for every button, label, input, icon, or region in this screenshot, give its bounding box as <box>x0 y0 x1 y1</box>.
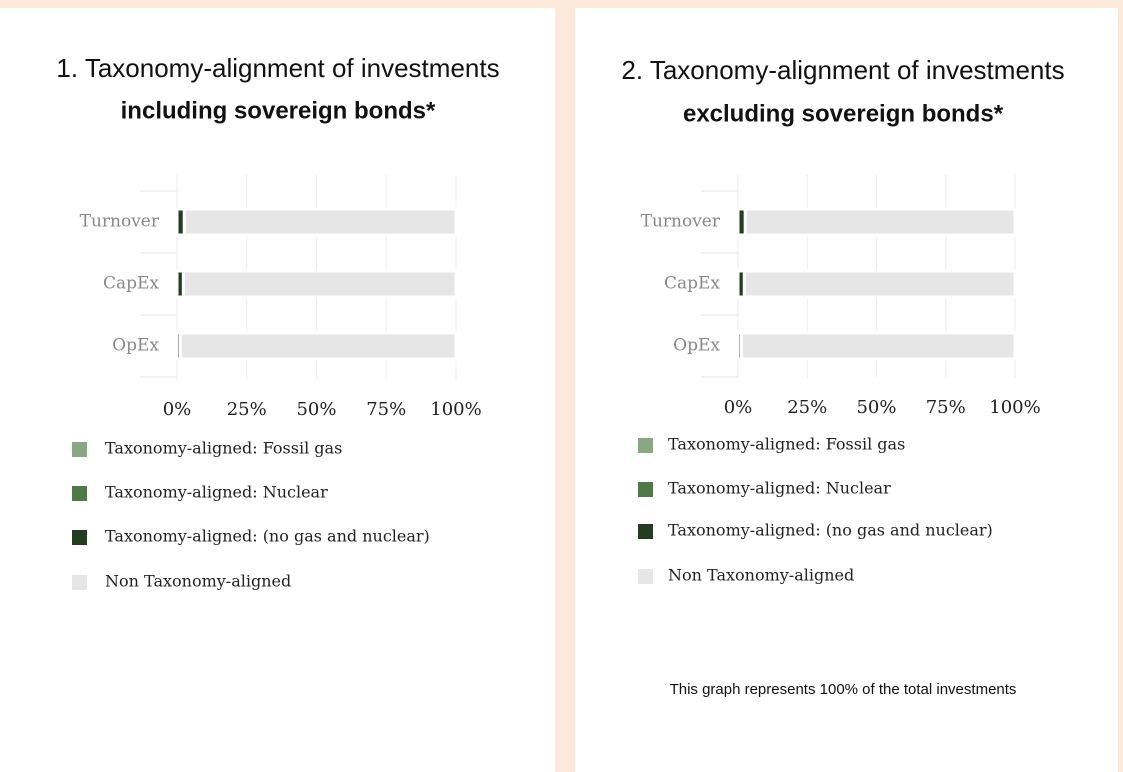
bar-segment <box>743 207 1017 237</box>
y-tick-label: CapEx <box>664 274 720 294</box>
chart-title: 1. Taxonomy-alignment of investments <box>56 53 499 83</box>
legend-label: Taxonomy-aligned: Nuclear <box>105 483 328 502</box>
legend-label: Non Taxonomy-aligned <box>105 572 291 591</box>
legend-label: Taxonomy-aligned: (no gas and nuclear) <box>668 521 993 540</box>
y-tick-label: Turnover <box>80 212 160 232</box>
legend-swatch <box>72 530 87 545</box>
bar-segment <box>181 269 458 299</box>
x-tick-label: 0% <box>724 397 753 418</box>
chart-subtitle: excluding sovereign bonds* <box>683 100 1004 127</box>
x-tick-label: 50% <box>856 397 896 418</box>
legend-label: Taxonomy-aligned: Fossil gas <box>105 439 342 458</box>
panel <box>575 8 1118 772</box>
legend-swatch <box>72 486 87 501</box>
legend-swatch <box>638 438 653 453</box>
bar-segment <box>178 331 458 361</box>
legend-label: Taxonomy-aligned: Nuclear <box>668 479 891 498</box>
footnote: This graph represents 100% of the total … <box>670 681 1017 698</box>
legend-swatch <box>638 482 653 497</box>
bar-segment <box>742 269 1017 299</box>
x-tick-label: 75% <box>926 397 966 418</box>
legend-swatch <box>72 575 87 590</box>
x-tick-label: 25% <box>227 399 267 420</box>
x-tick-label: 100% <box>430 399 481 420</box>
chart-title: 2. Taxonomy-alignment of investments <box>621 55 1064 85</box>
legend-label: Taxonomy-aligned: Fossil gas <box>668 435 905 454</box>
legend-swatch <box>72 442 87 457</box>
y-tick-label: OpEx <box>673 336 720 356</box>
x-tick-label: 0% <box>163 399 192 420</box>
legend-swatch <box>638 524 653 539</box>
x-tick-label: 25% <box>787 397 827 418</box>
x-tick-label: 75% <box>366 399 406 420</box>
x-tick-label: 100% <box>989 397 1040 418</box>
legend-swatch <box>638 569 653 584</box>
panel <box>0 8 555 772</box>
chart-subtitle: including sovereign bonds* <box>121 97 436 124</box>
y-tick-label: Turnover <box>641 212 721 232</box>
y-tick-label: OpEx <box>112 336 159 356</box>
bar-segment <box>739 331 1017 361</box>
legend-label: Non Taxonomy-aligned <box>668 566 854 585</box>
x-tick-label: 50% <box>296 399 336 420</box>
bar-segment <box>182 207 458 237</box>
y-tick-label: CapEx <box>103 274 159 294</box>
legend-label: Taxonomy-aligned: (no gas and nuclear) <box>105 527 430 546</box>
